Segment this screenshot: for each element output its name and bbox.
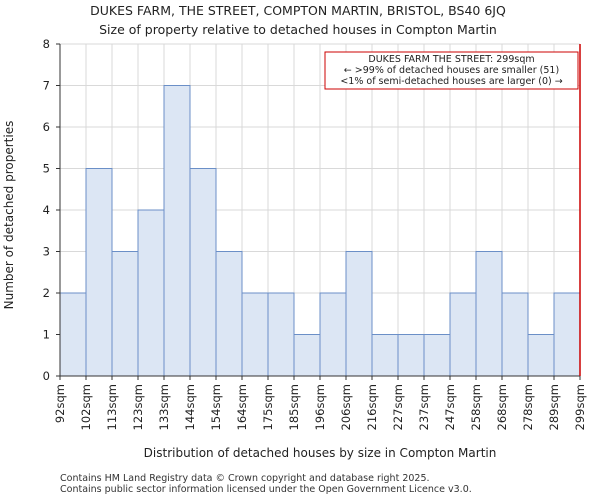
x-axis-label: Distribution of detached houses by size … [144, 446, 497, 460]
bar [553, 292, 581, 377]
axes [56, 43, 581, 380]
x-tick-label: 258sqm [469, 384, 483, 430]
y-tick-label: 6 [43, 120, 50, 134]
y-tick-label: 1 [43, 328, 50, 342]
bar [189, 168, 217, 377]
x-tick-label: 102sqm [79, 384, 93, 430]
annotation-line-3: <1% of semi-detached houses are larger (… [340, 76, 562, 87]
y-tick-label: 3 [43, 245, 50, 259]
x-tick-label: 113sqm [105, 384, 119, 430]
bar [293, 334, 321, 377]
bar [111, 251, 139, 377]
bar [371, 334, 399, 377]
bar [501, 292, 529, 377]
x-tick-label: 289sqm [547, 384, 561, 430]
x-tick-label: 227sqm [391, 384, 405, 430]
x-tick-label: 299sqm [573, 384, 587, 430]
chart-title: DUKES FARM, THE STREET, COMPTON MARTIN, … [90, 3, 506, 18]
x-tick-label: 164sqm [235, 384, 249, 430]
x-tick-label: 237sqm [417, 384, 431, 430]
bar [423, 334, 451, 377]
y-tick-label: 8 [43, 37, 50, 51]
bar [85, 168, 113, 377]
bar [345, 251, 373, 377]
x-axis-ticks: 92sqm 102sqm 113sqm 123sqm 133sqm 144sqm 154sq… [53, 384, 587, 430]
y-tick-label: 4 [43, 203, 50, 217]
bar [449, 292, 477, 377]
y-tick-label: 5 [43, 162, 50, 176]
bars [59, 85, 581, 377]
y-tick-label: 7 [43, 79, 50, 93]
y-tick-label: 2 [43, 286, 50, 300]
x-tick-label: 175sqm [261, 384, 275, 430]
footer-line-2: Contains public sector information licen… [60, 484, 472, 495]
annotation-box [324, 51, 579, 90]
x-tick-label: 123sqm [131, 384, 145, 430]
x-tick-label: 185sqm [287, 384, 301, 430]
x-tick-label: 92sqm [53, 384, 67, 423]
y-axis-label: Number of detached properties [2, 121, 16, 310]
x-tick-label: 196sqm [313, 384, 327, 430]
x-tick-label: 133sqm [157, 384, 171, 430]
annotation: DUKES FARM THE STREET: 299sqm ← >99% of … [324, 51, 579, 90]
y-tick-label: 0 [43, 369, 50, 383]
bar [137, 209, 165, 377]
bar [267, 292, 295, 377]
chart-subtitle: Size of property relative to detached ho… [99, 22, 497, 37]
y-axis-ticks: 0 1 2 3 4 5 6 7 8 [43, 37, 50, 383]
bar [59, 292, 87, 377]
bar [527, 334, 555, 377]
x-tick-label: 144sqm [183, 384, 197, 430]
x-tick-label: 268sqm [495, 384, 509, 430]
footer-line-1: Contains HM Land Registry data © Crown c… [60, 473, 430, 484]
bar [163, 85, 191, 377]
x-tick-label: 206sqm [339, 384, 353, 430]
bar [241, 292, 269, 377]
x-tick-label: 216sqm [365, 384, 379, 430]
x-tick-label: 247sqm [443, 384, 457, 430]
bar [397, 334, 425, 377]
annotation-line-1: DUKES FARM THE STREET: 299sqm [368, 54, 534, 65]
annotation-line-2: ← >99% of detached houses are smaller (5… [344, 65, 559, 76]
bar [319, 292, 347, 377]
x-tick-label: 154sqm [209, 384, 223, 430]
bar [475, 251, 503, 377]
bar [215, 251, 243, 377]
x-tick-label: 278sqm [521, 384, 535, 430]
